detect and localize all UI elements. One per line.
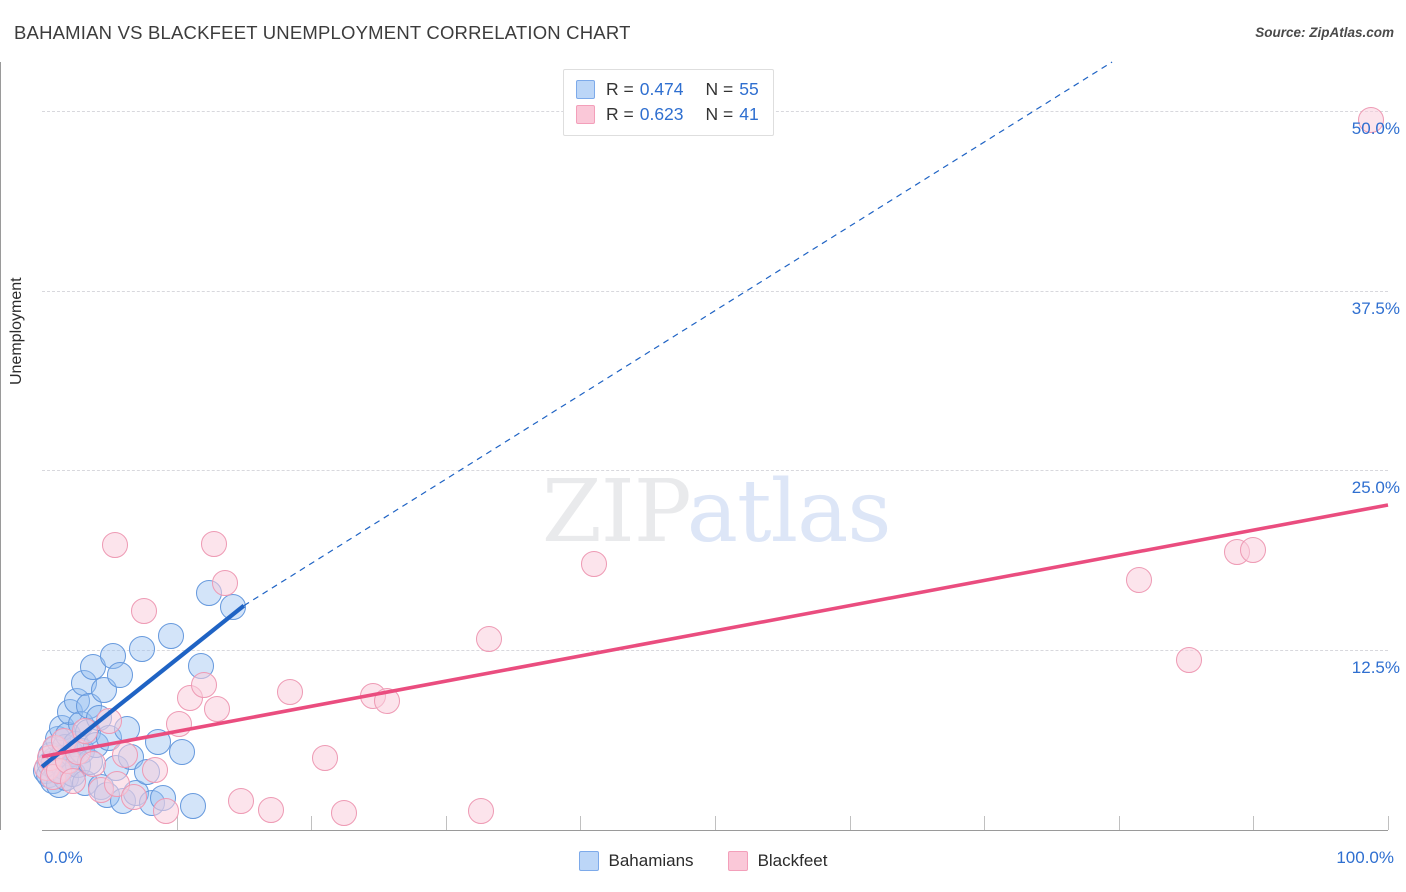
data-point	[144, 729, 171, 756]
data-point	[257, 796, 284, 823]
zipatlas-watermark: ZIPatlas	[542, 462, 892, 562]
trend-line-bahamians-dashed	[243, 61, 1113, 607]
x-axis-tick	[849, 816, 851, 830]
gridline	[42, 290, 1388, 292]
x-axis-min-label: 0.0%	[44, 848, 83, 867]
legend-label-blackfeet: Blackfeet	[757, 851, 828, 870]
trend-line-blackfeet	[41, 503, 1389, 759]
x-axis-line	[42, 830, 1388, 831]
series-swatch-bahamians-icon	[576, 80, 595, 99]
watermark-atlas: atlas	[686, 462, 892, 562]
data-point	[80, 750, 107, 777]
series-legend: Bahamians Blackfeet	[0, 851, 1406, 871]
data-point	[107, 661, 134, 688]
x-axis-tick	[445, 816, 447, 830]
r-label: R =	[606, 104, 634, 124]
n-label: N =	[705, 79, 734, 99]
data-point	[168, 739, 195, 766]
data-point	[104, 770, 131, 797]
watermark-zip: ZIP	[542, 462, 688, 562]
data-point	[475, 625, 502, 652]
stats-row: R = 0.623 N = 41	[576, 102, 759, 127]
data-point	[72, 717, 99, 744]
x-axis-tick	[1388, 816, 1389, 830]
data-point	[311, 745, 338, 772]
n-value-bahamians: 55	[739, 79, 759, 99]
data-point	[201, 530, 228, 557]
legend-swatch-blackfeet-icon	[727, 851, 748, 871]
legend-item-bahamians[interactable]: Bahamians	[578, 851, 694, 871]
data-point	[212, 569, 239, 596]
y-axis-tick-label: 50.0%	[1351, 118, 1400, 138]
data-point	[166, 710, 193, 737]
data-point	[152, 798, 179, 825]
data-point	[1175, 647, 1202, 674]
data-point	[179, 792, 206, 819]
correlation-stats-box: R = 0.474 N = 55 R = 0.623 N = 41	[563, 69, 774, 136]
data-point	[142, 756, 169, 783]
source-attribution: Source: ZipAtlas.com	[1255, 25, 1394, 40]
data-point	[228, 788, 255, 815]
r-value-blackfeet: 0.623	[639, 104, 684, 124]
data-point	[131, 598, 158, 625]
x-axis-tick	[715, 816, 716, 830]
data-point	[1357, 106, 1384, 133]
y-axis-tick-label: 12.5%	[1351, 658, 1400, 678]
data-point	[203, 696, 230, 723]
page-title: BAHAMIAN VS BLACKFEET UNEMPLOYMENT CORRE…	[14, 22, 631, 43]
y-axis-tick-label: 37.5%	[1351, 298, 1400, 318]
y-axis-title: Unemployment	[8, 277, 25, 385]
legend-swatch-bahamians-icon	[578, 851, 599, 871]
x-axis-tick	[984, 816, 986, 830]
data-point	[220, 594, 247, 621]
n-label: N =	[705, 104, 734, 124]
stats-row: R = 0.474 N = 55	[576, 77, 759, 102]
data-point	[467, 798, 494, 825]
plot-area: ZIPatlas	[33, 61, 1389, 830]
y-axis-line	[0, 62, 1, 830]
data-point	[59, 768, 86, 795]
r-label: R =	[606, 79, 634, 99]
x-axis-tick	[176, 816, 178, 830]
x-axis-tick	[311, 816, 313, 830]
r-value-bahamians: 0.474	[639, 79, 684, 99]
data-point	[96, 707, 123, 734]
data-point	[1240, 536, 1267, 563]
data-point	[373, 687, 400, 714]
data-point	[330, 799, 357, 826]
legend-label-bahamians: Bahamians	[608, 851, 694, 870]
data-point	[276, 678, 303, 705]
legend-item-blackfeet[interactable]: Blackfeet	[727, 851, 828, 871]
x-axis-tick	[1253, 816, 1255, 830]
gridline	[42, 470, 1388, 472]
series-swatch-blackfeet-icon	[576, 105, 595, 124]
x-axis-max-label: 100.0%	[1336, 848, 1394, 867]
data-point	[128, 635, 155, 662]
data-point	[158, 622, 185, 649]
y-axis-tick-label: 25.0%	[1351, 478, 1400, 498]
data-point	[1125, 566, 1152, 593]
data-point	[101, 532, 128, 559]
data-point	[120, 783, 147, 810]
data-point	[580, 550, 607, 577]
x-axis-tick	[1118, 816, 1120, 830]
n-value-blackfeet: 41	[739, 104, 759, 124]
data-point	[190, 671, 217, 698]
trend-lines-layer	[40, 61, 1389, 769]
x-axis-tick	[580, 816, 582, 830]
